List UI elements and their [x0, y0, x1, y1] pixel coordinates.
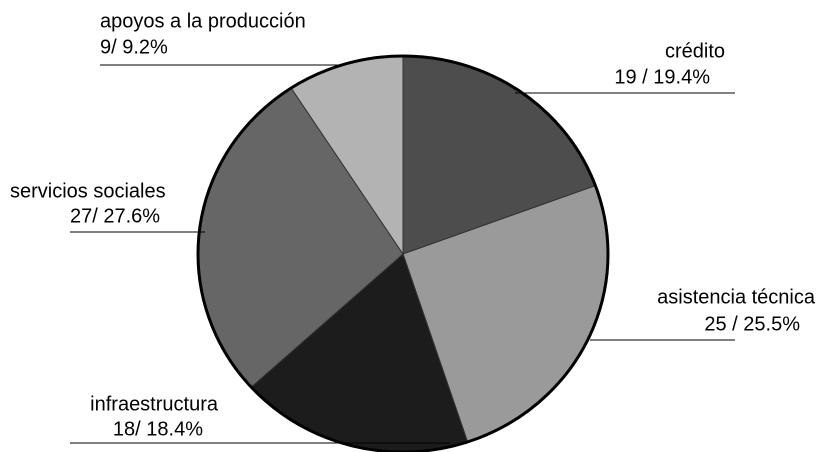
value-label: 19 / 19.4% [614, 66, 710, 88]
slice-label: crédito [665, 40, 725, 62]
slice-label: apoyos a la producción [100, 10, 306, 32]
slice-label: asistencia técnica [657, 286, 816, 308]
pie-outline [196, 54, 610, 452]
value-label: 18/ 18.4% [113, 418, 203, 440]
slice-label: servicios sociales [10, 180, 166, 202]
value-label: 27/ 27.6% [70, 205, 160, 227]
value-label: 9/ 9.2% [100, 36, 168, 58]
slice-label: infraestructura [90, 393, 219, 415]
value-label: 25 / 25.5% [704, 313, 800, 335]
